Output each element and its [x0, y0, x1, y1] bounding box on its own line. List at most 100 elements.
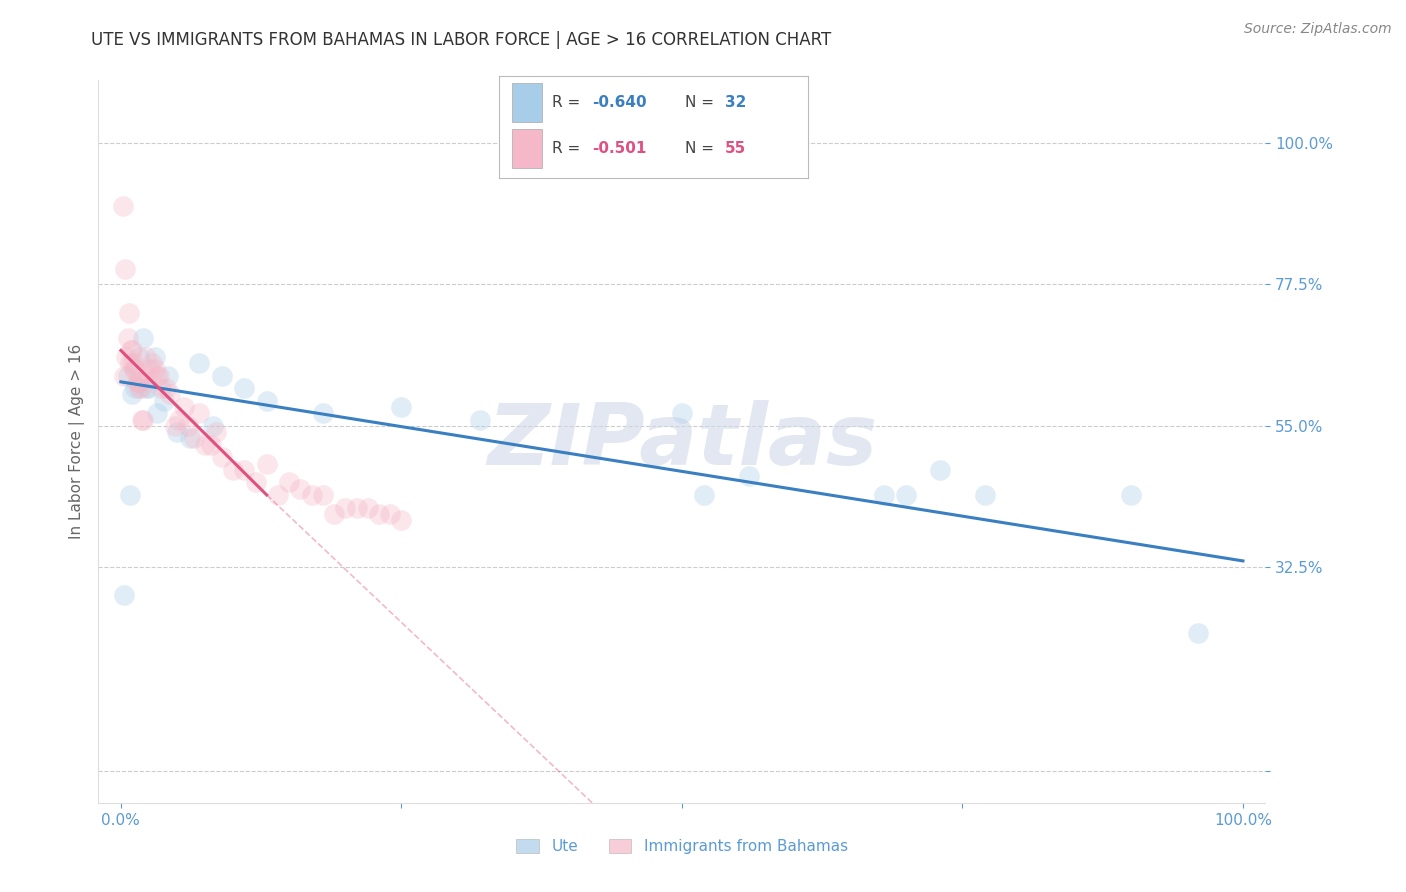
Point: [378, 507, 402, 521]
Point: [256, 393, 278, 408]
Point: [222, 463, 245, 477]
Text: N =: N =: [685, 141, 718, 156]
Point: [132, 412, 155, 426]
Point: [148, 368, 170, 383]
Text: Source: ZipAtlas.com: Source: ZipAtlas.com: [1244, 22, 1392, 37]
Point: [138, 381, 160, 395]
Point: [122, 356, 145, 370]
Point: [205, 425, 228, 439]
Point: [124, 362, 146, 376]
Text: -0.501: -0.501: [592, 141, 647, 156]
Point: [118, 306, 141, 320]
Point: [1187, 626, 1209, 640]
Point: [245, 475, 267, 490]
Bar: [512, 83, 543, 122]
Text: 32: 32: [725, 95, 747, 110]
Point: [194, 438, 217, 452]
Y-axis label: In Labor Force | Age > 16: In Labor Force | Age > 16: [69, 344, 84, 539]
Point: [183, 431, 205, 445]
Point: [357, 500, 380, 515]
Point: [124, 362, 146, 376]
Point: [201, 418, 224, 433]
Point: [112, 368, 135, 383]
Point: [112, 589, 135, 603]
Point: [929, 463, 952, 477]
Point: [211, 450, 233, 465]
Text: -0.640: -0.640: [592, 95, 647, 110]
Point: [233, 463, 256, 477]
Point: [136, 368, 159, 383]
Point: [146, 368, 169, 383]
Point: [188, 356, 211, 370]
Point: [118, 488, 141, 502]
Point: [139, 362, 162, 376]
Point: [896, 488, 918, 502]
Text: 55: 55: [725, 141, 747, 156]
Point: [873, 488, 896, 502]
Point: [368, 507, 391, 521]
Point: [233, 381, 256, 395]
Point: [173, 400, 195, 414]
Point: [323, 507, 346, 521]
Point: [114, 261, 136, 276]
Point: [211, 368, 233, 383]
Point: [389, 513, 412, 527]
Point: [128, 381, 150, 395]
Point: [177, 418, 200, 433]
Point: [166, 425, 188, 439]
Point: [389, 400, 412, 414]
Point: [141, 356, 163, 370]
Point: [152, 393, 174, 408]
Point: [738, 469, 761, 483]
Point: [973, 488, 995, 502]
Text: N =: N =: [685, 95, 718, 110]
Point: [312, 488, 335, 502]
Point: [163, 418, 186, 433]
Point: [278, 475, 301, 490]
Point: [121, 387, 143, 401]
Point: [312, 406, 335, 420]
Point: [468, 412, 491, 426]
Point: [127, 375, 149, 389]
Point: [131, 412, 153, 426]
Point: [693, 488, 716, 502]
Point: [128, 350, 150, 364]
Bar: [512, 129, 543, 168]
Point: [335, 500, 357, 515]
Point: [143, 362, 166, 376]
Text: R =: R =: [551, 95, 585, 110]
Point: [135, 350, 157, 364]
Point: [1119, 488, 1142, 502]
Point: [132, 331, 155, 345]
Point: [115, 350, 138, 364]
Point: [290, 482, 312, 496]
Point: [188, 406, 211, 420]
Text: ZIPatlas: ZIPatlas: [486, 400, 877, 483]
Point: [200, 438, 222, 452]
Legend: Ute, Immigrants from Bahamas: Ute, Immigrants from Bahamas: [510, 833, 853, 860]
Point: [143, 350, 166, 364]
Point: [159, 387, 181, 401]
Text: UTE VS IMMIGRANTS FROM BAHAMAS IN LABOR FORCE | AGE > 16 CORRELATION CHART: UTE VS IMMIGRANTS FROM BAHAMAS IN LABOR …: [91, 31, 831, 49]
Point: [121, 343, 143, 358]
Point: [129, 375, 152, 389]
Point: [150, 381, 173, 395]
Point: [156, 368, 179, 383]
Point: [112, 199, 135, 213]
Point: [256, 457, 278, 471]
Point: [125, 375, 148, 389]
Point: [135, 381, 157, 395]
Point: [346, 500, 368, 515]
Point: [146, 406, 169, 420]
Point: [267, 488, 290, 502]
Point: [117, 368, 139, 383]
Point: [301, 488, 323, 502]
Point: [155, 381, 177, 395]
Point: [117, 331, 139, 345]
Text: R =: R =: [551, 141, 585, 156]
Point: [179, 431, 201, 445]
Point: [167, 412, 190, 426]
Point: [120, 343, 142, 358]
Point: [118, 356, 141, 370]
Point: [129, 381, 152, 395]
